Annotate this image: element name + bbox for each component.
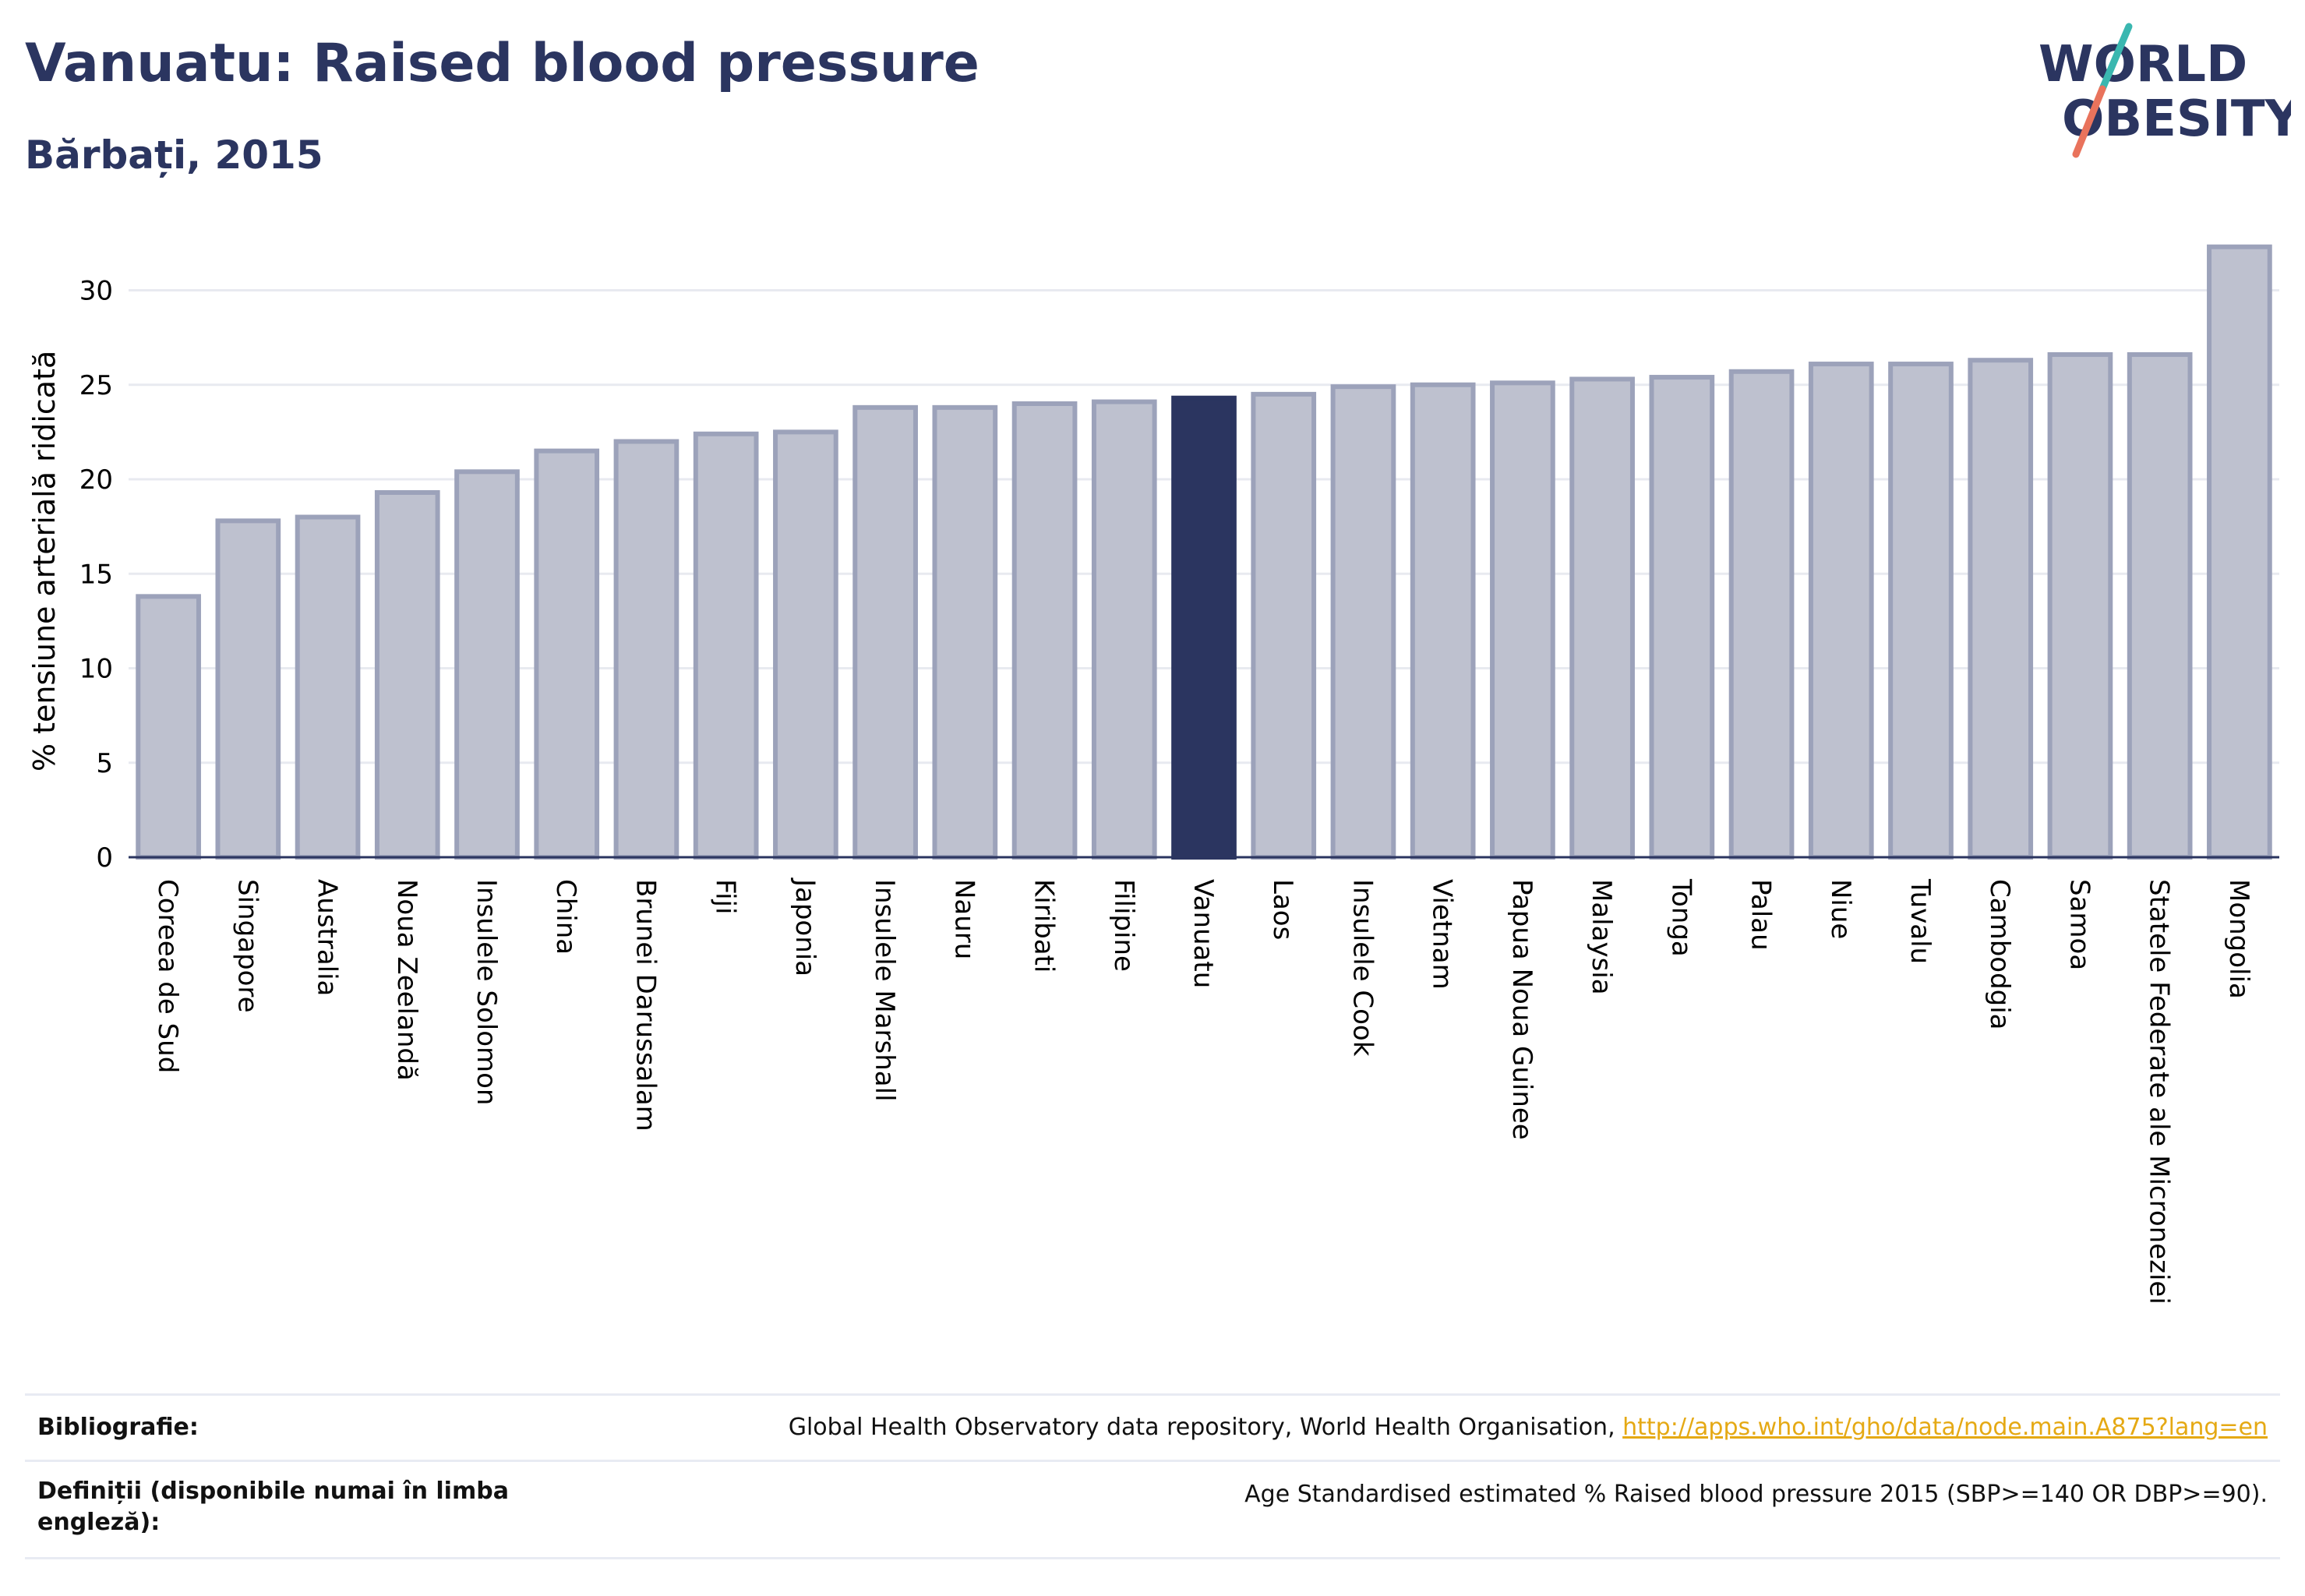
- bar-palau: [1728, 369, 1795, 860]
- definitions-row: Definiții (disponibile numai în limba en…: [25, 1460, 2280, 1559]
- x-tick-label: Cambodgia: [1984, 879, 2015, 1030]
- x-tick-label: Insulele Cook: [1347, 879, 1378, 1057]
- y-tick-label: 25: [79, 370, 113, 401]
- logo-line-world: WORLD: [2038, 36, 2247, 94]
- footer-table: Bibliografie: Global Health Observatory …: [25, 1393, 2280, 1559]
- bar-china: [534, 448, 600, 860]
- x-tick-label: Noua Zeelandă: [391, 879, 422, 1081]
- bar-nauru: [932, 404, 998, 860]
- x-tick-label: Tonga: [1665, 878, 1696, 957]
- bar-statele-federate-ale-microneziei: [2127, 351, 2193, 860]
- x-tick-label: Niue: [1825, 879, 1856, 939]
- x-tick-label: Mongolia: [2223, 879, 2254, 999]
- x-tick-label: Insulele Marshall: [869, 879, 900, 1102]
- bibliography-row: Bibliografie: Global Health Observatory …: [25, 1393, 2280, 1460]
- x-tick-label: Japonia: [789, 877, 821, 976]
- y-tick-label: 15: [79, 559, 113, 590]
- x-tick-label: Australia: [312, 879, 343, 996]
- logo-slash-top: [2099, 23, 2133, 93]
- x-tick-label: Tuvalu: [1904, 878, 1936, 964]
- bar-vietnam: [1410, 382, 1476, 860]
- bar-coreea-de-sud: [136, 594, 201, 860]
- bar-fiji: [693, 431, 759, 860]
- definitions-value: Age Standardised estimated % Raised bloo…: [1244, 1481, 2268, 1508]
- y-tick-label: 5: [96, 748, 113, 779]
- bar-noua-zeeland-: [374, 489, 440, 860]
- bar-japonia: [773, 429, 838, 860]
- bar-samoa: [2047, 351, 2113, 860]
- bar-malaysia: [1569, 376, 1635, 860]
- bars: [136, 244, 2272, 860]
- x-tick-label: Malaysia: [1586, 879, 1617, 995]
- x-tick-label: China: [550, 879, 581, 955]
- bibliography-label: Bibliografie:: [37, 1414, 199, 1441]
- x-tick-label: Brunei Darussalam: [630, 879, 661, 1132]
- definitions-label: Definiții (disponibile numai în limba en…: [37, 1478, 509, 1536]
- bar-tuvalu: [1888, 362, 1954, 860]
- bar-insulele-solomon: [454, 469, 520, 860]
- bar-niue: [1808, 362, 1874, 860]
- y-axis-title: % tensiune arterială ridicată: [27, 351, 62, 772]
- x-tick-label: Coreea de Sud: [152, 879, 183, 1073]
- bar-singapore: [215, 518, 281, 860]
- x-tick-label: Singapore: [231, 879, 263, 1013]
- logo-slash-bottom: [2072, 85, 2106, 158]
- world-obesity-logo: WORLD OBESITY: [2038, 23, 2291, 158]
- x-tick-label: Nauru: [948, 879, 980, 959]
- page-subtitle: Bărbați, 2015: [25, 132, 323, 178]
- x-tick-label: Filipine: [1108, 879, 1139, 972]
- bar-cambodgia: [1968, 358, 2034, 860]
- x-tick-label: Fiji: [710, 879, 741, 914]
- x-tick-label: Laos: [1267, 879, 1298, 940]
- y-tick-label: 30: [79, 276, 113, 307]
- axes: 0 5 10 15 20 25 30: [79, 276, 2279, 874]
- bibliography-value: Global Health Observatory data repositor…: [789, 1412, 2268, 1443]
- x-tick-label: Insulele Solomon: [471, 879, 502, 1105]
- bar-insulele-marshall: [852, 404, 918, 860]
- bar-tonga: [1649, 375, 1715, 860]
- x-tick-label: Vietnam: [1427, 879, 1458, 990]
- bar-insulele-cook: [1330, 384, 1396, 860]
- category-labels: Coreea de Sud Singapore Australia Noua Zeel…: [152, 877, 2254, 1305]
- bar-laos: [1251, 391, 1317, 860]
- y-tick-label: 10: [79, 654, 113, 685]
- bibliography-text: Global Health Observatory data repositor…: [788, 1414, 1623, 1441]
- bar-brunei-darussalam: [613, 439, 679, 860]
- bar-mongolia: [2207, 244, 2272, 860]
- x-tick-label: Kiribati: [1029, 879, 1060, 973]
- bar-chart: 0 5 10 15 20 25 30 Coreea de Sud Singapore Austr…: [27, 244, 2279, 1305]
- bibliography-link[interactable]: http://apps.who.int/gho/data/node.main.A…: [1622, 1414, 2268, 1441]
- x-tick-label: Statele Federate ale Microneziei: [2144, 879, 2175, 1305]
- x-tick-label: Vanuatu: [1188, 879, 1219, 988]
- y-tick-label: 20: [79, 464, 113, 496]
- y-tick-label: 0: [96, 842, 113, 874]
- x-tick-label: Samoa: [2063, 879, 2095, 970]
- bar-vanuatu: [1171, 395, 1237, 860]
- bar-australia: [295, 514, 361, 860]
- bar-papua-noua-guinee: [1490, 380, 1555, 860]
- bar-kiribati: [1011, 401, 1078, 860]
- page-title: Vanuatu: Raised blood pressure: [25, 33, 980, 94]
- bar-filipine: [1091, 399, 1157, 860]
- x-tick-label: Papua Noua Guinee: [1506, 879, 1537, 1140]
- x-tick-label: Palau: [1746, 879, 1777, 951]
